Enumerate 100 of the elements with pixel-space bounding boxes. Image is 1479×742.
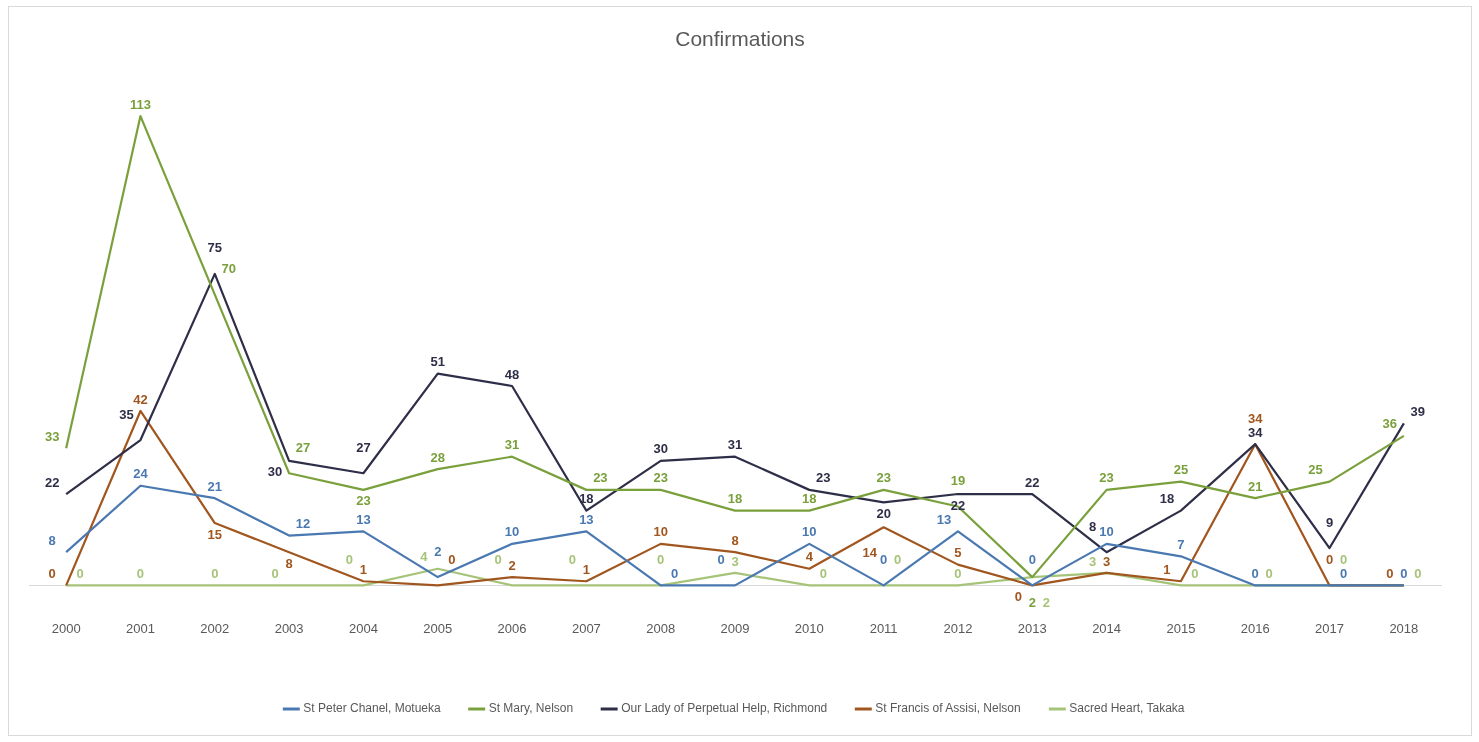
data-label: 0 (1014, 588, 1022, 604)
data-label: 51 (430, 354, 445, 370)
data-label: 1 (1163, 561, 1171, 577)
data-label: 0 (76, 565, 84, 581)
data-label: 0 (1191, 565, 1199, 581)
data-label: 4 (420, 549, 429, 565)
data-label: 8 (731, 532, 739, 548)
x-tick-label: 2011 (869, 620, 898, 636)
data-label: 0 (271, 565, 279, 581)
data-label: 22 (44, 474, 60, 490)
data-label: 1 (359, 561, 368, 577)
data-label: 0 (717, 551, 725, 567)
legend-label: St Mary, Nelson (488, 701, 574, 716)
data-label: 25 (1173, 462, 1189, 478)
data-label: 1 (582, 561, 590, 577)
data-label: 23 (356, 493, 371, 509)
data-label: 7 (1177, 536, 1185, 552)
data-label: 2 (1028, 594, 1036, 610)
data-label: 3 (731, 553, 739, 569)
data-label: 2 (1042, 594, 1050, 610)
x-tick-label: 2002 (200, 620, 230, 636)
x-tick-label: 2003 (274, 620, 304, 636)
data-label: 18 (579, 491, 594, 507)
data-label: 0 (1325, 551, 1334, 567)
data-label: 0 (136, 565, 145, 581)
data-label: 0 (894, 551, 902, 567)
data-label: 3 (1088, 553, 1097, 569)
data-label: 0 (671, 565, 679, 581)
legend-label: St Peter Chanel, Motueka (303, 701, 442, 716)
data-label: 0 (954, 565, 962, 581)
data-label: 42 (133, 391, 148, 407)
x-tick-label: 2005 (423, 620, 453, 636)
x-tick-label: 2016 (1240, 620, 1270, 636)
data-label: 75 (207, 240, 223, 256)
data-label: 2 (508, 557, 516, 573)
legend-label: Our Lady of Perpetual Help, Richmond (621, 701, 828, 716)
data-label: 33 (44, 428, 60, 444)
data-label: 24 (133, 466, 149, 482)
data-label: 23 (653, 470, 668, 486)
data-label: 36 (1382, 416, 1398, 432)
x-tick-label: 2010 (794, 620, 824, 636)
x-tick-label: 2013 (1017, 620, 1047, 636)
x-tick-label: 2008 (646, 620, 676, 636)
data-label: 0 (1414, 565, 1422, 581)
data-label: 0 (1400, 565, 1408, 581)
data-label: 21 (207, 478, 223, 494)
data-label: 113 (129, 96, 151, 112)
x-tick-label: 2000 (51, 620, 81, 636)
data-label: 23 (1099, 470, 1114, 486)
data-label: 39 (1410, 404, 1426, 419)
data-label: 18 (802, 491, 817, 507)
data-label: 22 (1025, 474, 1040, 490)
data-label: 0 (494, 551, 502, 567)
data-label: 70 (221, 261, 237, 277)
x-tick-label: 2006 (497, 620, 527, 636)
data-label: 0 (819, 565, 827, 581)
data-label: 30 (267, 464, 283, 480)
x-tick-label: 2007 (571, 620, 601, 636)
x-tick-label: 2015 (1166, 620, 1196, 636)
data-label: 0 (48, 565, 56, 581)
data-label: 23 (876, 470, 891, 486)
data-label: 0 (880, 551, 888, 567)
data-label: 9 (1325, 514, 1334, 530)
data-label: 27 (356, 439, 371, 455)
data-label: 0 (1339, 565, 1348, 581)
data-label: 14 (862, 544, 878, 560)
data-label: 25 (1308, 462, 1323, 478)
data-label: 10 (653, 524, 668, 540)
data-label: 34 (1247, 424, 1264, 440)
x-tick-label: 2017 (1315, 620, 1344, 636)
x-tick-label: 2004 (348, 620, 378, 636)
data-label: 34 (1247, 410, 1264, 426)
legend-label: St Francis of Assisi, Nelson (875, 701, 1021, 716)
data-label: 0 (657, 551, 665, 567)
data-label: 35 (119, 406, 134, 422)
data-label: 3 (1102, 553, 1111, 569)
data-label: 13 (579, 511, 594, 527)
data-label: 18 (1159, 491, 1175, 507)
data-label: 0 (1028, 551, 1036, 567)
data-label: 48 (504, 366, 520, 382)
data-label: 0 (1339, 551, 1348, 567)
data-label: 8 (285, 555, 293, 571)
data-label: 31 (504, 437, 520, 453)
data-label: 0 (1251, 565, 1259, 581)
data-label: 4 (805, 549, 814, 565)
data-label: 13 (936, 511, 952, 527)
x-tick-label: 2012 (943, 620, 973, 636)
data-label: 0 (568, 551, 576, 567)
data-label: 23 (816, 470, 831, 486)
data-label: 23 (593, 470, 608, 486)
data-label: 8 (1088, 518, 1097, 534)
data-label: 28 (430, 449, 445, 465)
data-label: 27 (295, 439, 311, 455)
data-label: 0 (1386, 565, 1394, 581)
data-label: 10 (504, 524, 520, 540)
data-label: 0 (211, 565, 219, 581)
data-label: 10 (1099, 524, 1114, 540)
data-label: 0 (345, 551, 354, 567)
data-label: 13 (356, 511, 371, 527)
data-label: 18 (727, 491, 743, 507)
